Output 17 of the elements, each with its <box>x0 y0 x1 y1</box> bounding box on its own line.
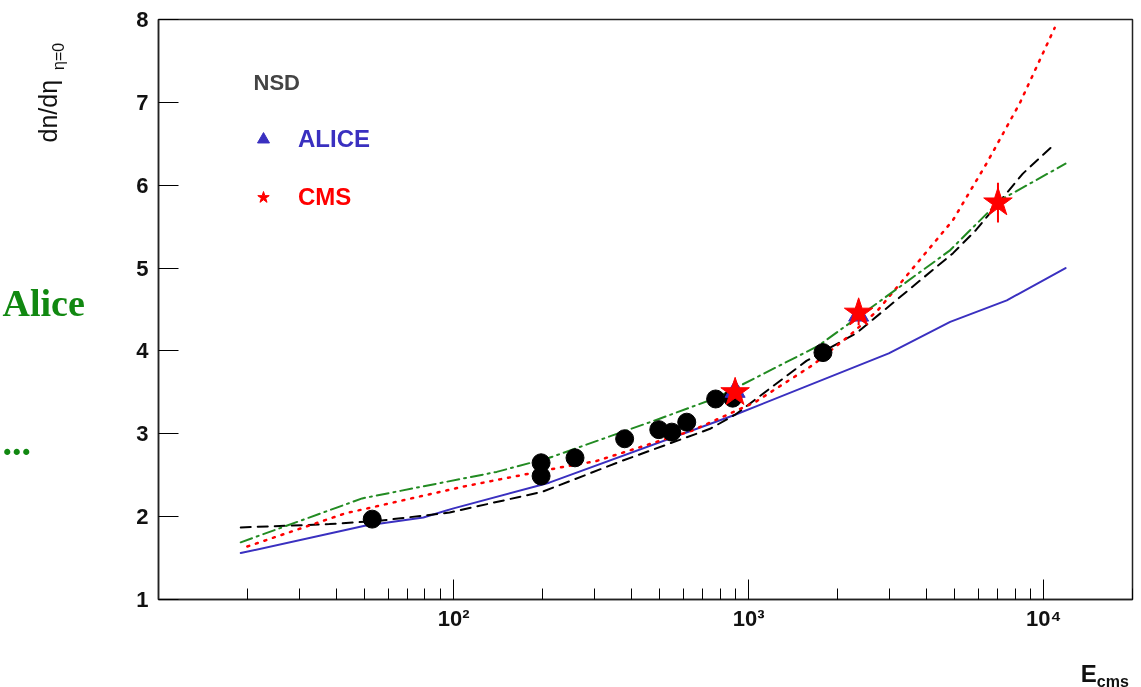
x-tick-label: 10² <box>437 605 470 631</box>
annotation: NSD <box>253 69 300 95</box>
x-tick-label: 10⁴ <box>1026 605 1062 631</box>
y-axis-title: dn/dηη=0 <box>33 42 67 143</box>
y-tick-label: 1 <box>136 587 149 612</box>
y-tick-label: 4 <box>136 338 150 364</box>
text: ... <box>2 421 31 463</box>
x-tick-label: 10³ <box>732 605 765 631</box>
y-tick-label: 8 <box>136 7 149 32</box>
legend-label: ALICE <box>298 125 370 153</box>
y-tick-label: 6 <box>136 172 149 198</box>
y-tick-label: 2 <box>136 504 149 530</box>
legend-label: CMS <box>298 183 352 211</box>
text: Alice <box>2 281 85 324</box>
y-tick-label: 7 <box>136 89 149 115</box>
y-tick-label: 3 <box>136 421 149 447</box>
y-tick-label: 5 <box>136 255 149 281</box>
